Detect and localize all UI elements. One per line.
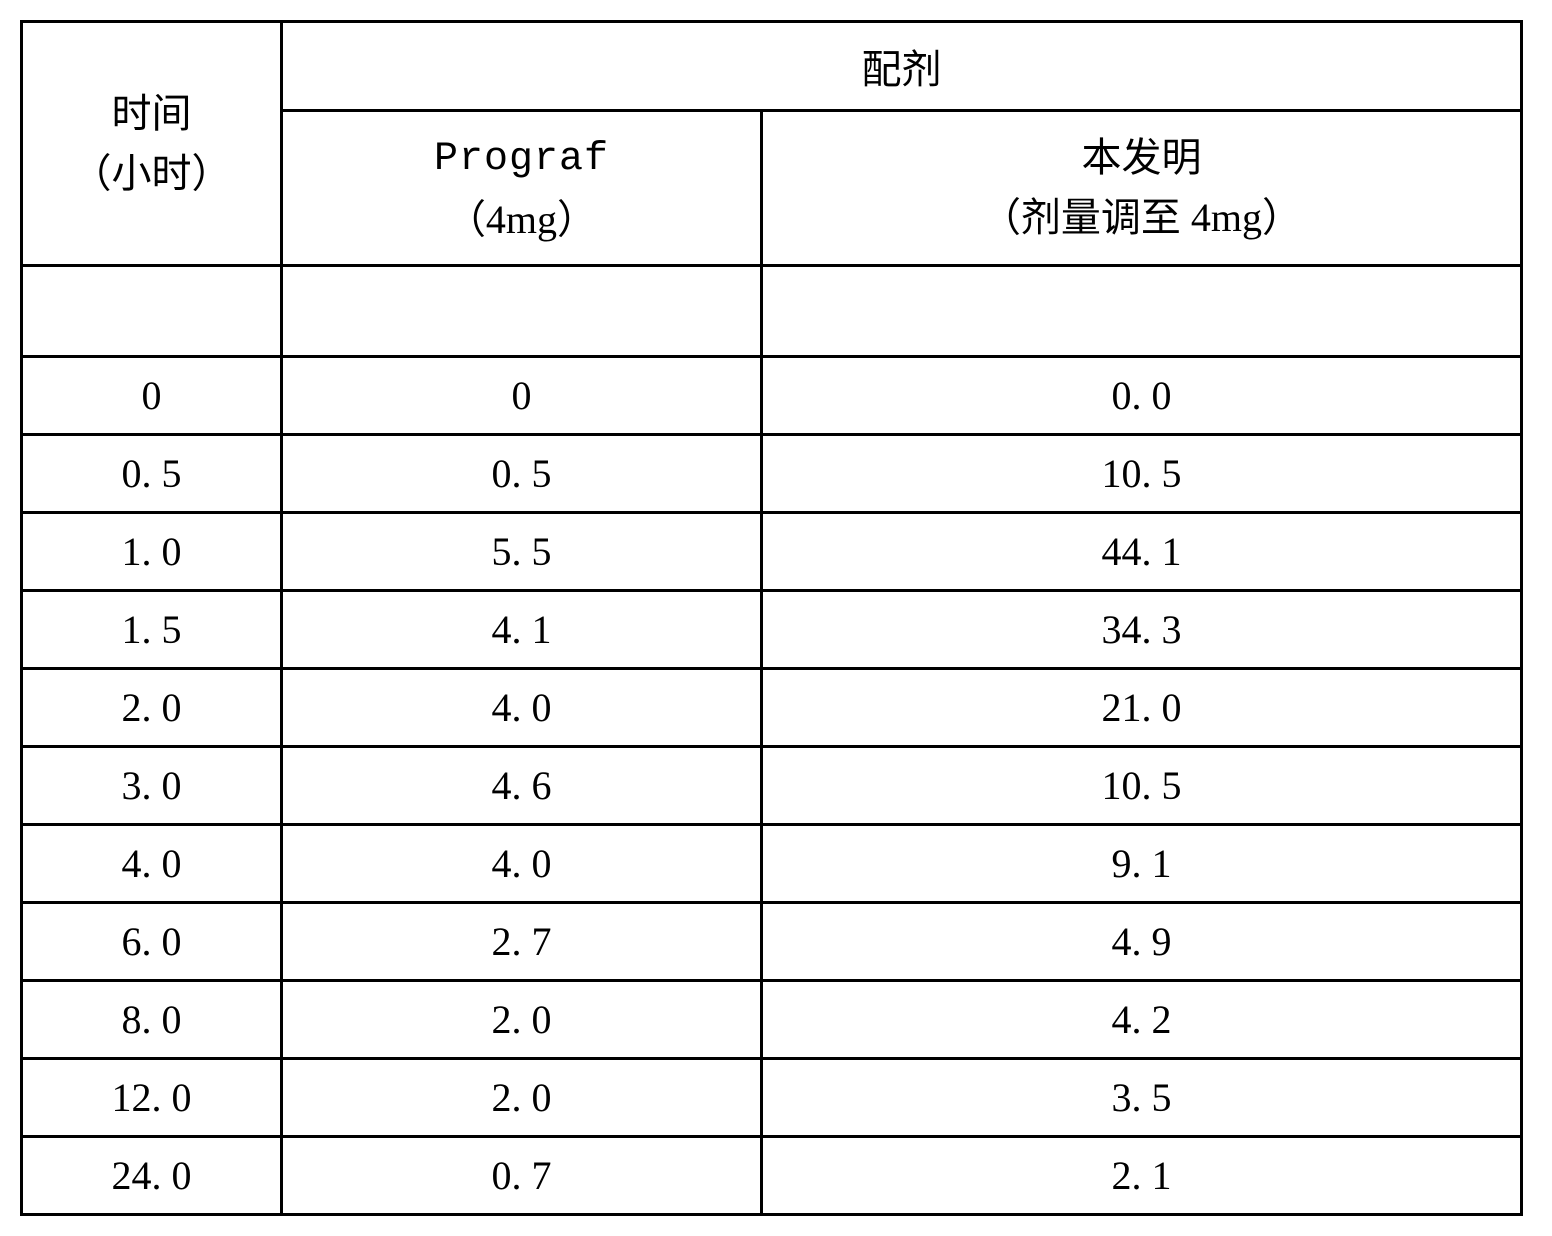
table-row: 8. 02. 04. 2 bbox=[22, 981, 1522, 1059]
cell-time: 1. 5 bbox=[22, 591, 282, 669]
cell-time: 1. 0 bbox=[22, 513, 282, 591]
cell-invention: 10. 5 bbox=[762, 435, 1522, 513]
cell-prograf: 4. 6 bbox=[282, 747, 762, 825]
cell-invention: 9. 1 bbox=[762, 825, 1522, 903]
empty-row bbox=[22, 266, 1522, 357]
empty-cell bbox=[22, 266, 282, 357]
cell-prograf: 0. 7 bbox=[282, 1137, 762, 1215]
cell-time: 2. 0 bbox=[22, 669, 282, 747]
table-row: 000. 0 bbox=[22, 357, 1522, 435]
cell-prograf: 4. 1 bbox=[282, 591, 762, 669]
cell-time: 6. 0 bbox=[22, 903, 282, 981]
cell-prograf: 2. 0 bbox=[282, 981, 762, 1059]
header-prograf-line1: Prograf bbox=[434, 137, 609, 182]
table-row: 1. 54. 134. 3 bbox=[22, 591, 1522, 669]
cell-invention: 3. 5 bbox=[762, 1059, 1522, 1137]
cell-prograf: 2. 7 bbox=[282, 903, 762, 981]
header-time: 时间 （小时） bbox=[22, 22, 282, 266]
table-body: 000. 00. 50. 510. 51. 05. 544. 11. 54. 1… bbox=[22, 266, 1522, 1215]
cell-time: 3. 0 bbox=[22, 747, 282, 825]
table-row: 12. 02. 03. 5 bbox=[22, 1059, 1522, 1137]
table-row: 6. 02. 74. 9 bbox=[22, 903, 1522, 981]
cell-invention: 44. 1 bbox=[762, 513, 1522, 591]
cell-invention: 4. 2 bbox=[762, 981, 1522, 1059]
cell-prograf: 2. 0 bbox=[282, 1059, 762, 1137]
cell-invention: 34. 3 bbox=[762, 591, 1522, 669]
header-time-line1: 时间 bbox=[112, 91, 192, 136]
cell-time: 0 bbox=[22, 357, 282, 435]
header-time-line2: （小时） bbox=[72, 151, 232, 196]
cell-invention: 0. 0 bbox=[762, 357, 1522, 435]
cell-prograf: 5. 5 bbox=[282, 513, 762, 591]
cell-time: 0. 5 bbox=[22, 435, 282, 513]
table-row: 1. 05. 544. 1 bbox=[22, 513, 1522, 591]
header-prograf-line2: （4mg） bbox=[446, 197, 597, 242]
cell-invention: 21. 0 bbox=[762, 669, 1522, 747]
cell-time: 12. 0 bbox=[22, 1059, 282, 1137]
cell-time: 4. 0 bbox=[22, 825, 282, 903]
table-row: 3. 04. 610. 5 bbox=[22, 747, 1522, 825]
header-formulation-group: 配剂 bbox=[282, 22, 1522, 111]
empty-cell bbox=[282, 266, 762, 357]
header-prograf: Prograf （4mg） bbox=[282, 111, 762, 266]
data-table: 时间 （小时） 配剂 Prograf （4mg） 本发明 （剂量调至 4mg） bbox=[20, 20, 1523, 1216]
table-row: 24. 00. 72. 1 bbox=[22, 1137, 1522, 1215]
header-invention-line1: 本发明 bbox=[1082, 135, 1202, 180]
table-row: 4. 04. 09. 1 bbox=[22, 825, 1522, 903]
header-invention-line2: （剂量调至 4mg） bbox=[981, 195, 1302, 240]
cell-prograf: 0 bbox=[282, 357, 762, 435]
cell-time: 24. 0 bbox=[22, 1137, 282, 1215]
table-row: 2. 04. 021. 0 bbox=[22, 669, 1522, 747]
empty-cell bbox=[762, 266, 1522, 357]
cell-time: 8. 0 bbox=[22, 981, 282, 1059]
header-invention: 本发明 （剂量调至 4mg） bbox=[762, 111, 1522, 266]
cell-invention: 2. 1 bbox=[762, 1137, 1522, 1215]
table-row: 0. 50. 510. 5 bbox=[22, 435, 1522, 513]
cell-prograf: 0. 5 bbox=[282, 435, 762, 513]
cell-prograf: 4. 0 bbox=[282, 669, 762, 747]
cell-invention: 10. 5 bbox=[762, 747, 1522, 825]
cell-invention: 4. 9 bbox=[762, 903, 1522, 981]
cell-prograf: 4. 0 bbox=[282, 825, 762, 903]
